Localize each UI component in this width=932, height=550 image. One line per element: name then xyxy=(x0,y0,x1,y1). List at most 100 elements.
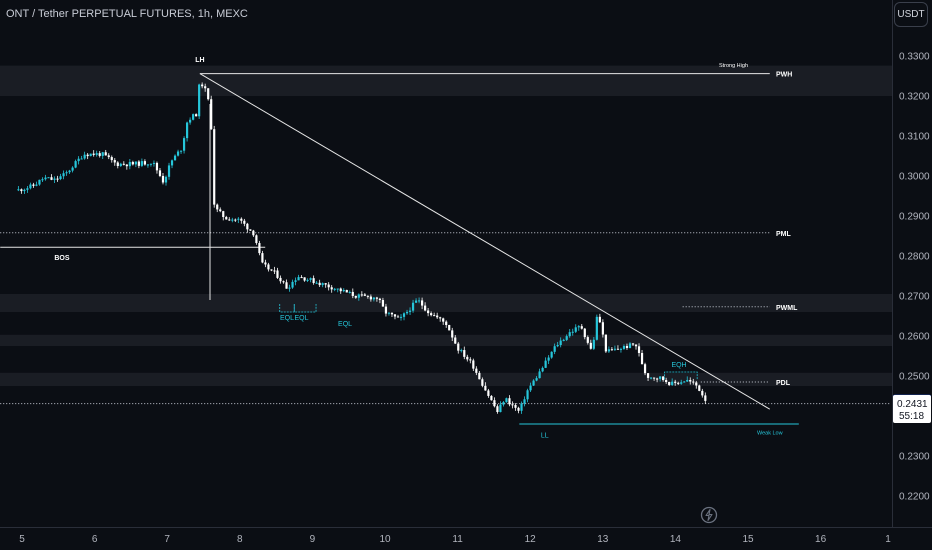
candle-body xyxy=(279,277,282,282)
candle-body xyxy=(342,289,345,292)
y-tick-label: 0.3200 xyxy=(899,92,930,103)
candle-body xyxy=(478,372,481,380)
candle-body xyxy=(167,165,171,177)
candle-body xyxy=(26,188,29,190)
candle-body xyxy=(414,300,418,303)
candle-body xyxy=(659,376,662,379)
candle-body xyxy=(152,162,156,164)
candle-body xyxy=(285,282,288,289)
candle-body xyxy=(472,360,475,369)
candle-body xyxy=(182,138,186,151)
x-tick-label: 7 xyxy=(164,534,170,545)
candle-body xyxy=(493,400,496,407)
y-tick-label: 0.3000 xyxy=(899,172,930,183)
candle-body xyxy=(333,288,336,290)
x-tick-label: 1 xyxy=(885,534,891,545)
candle-body xyxy=(463,350,466,357)
candle-body xyxy=(35,184,38,186)
candle-body xyxy=(176,151,180,156)
candle-body xyxy=(574,327,577,332)
price-zone xyxy=(0,294,892,312)
candle-body xyxy=(360,294,363,296)
eqh-bracket xyxy=(664,371,698,380)
candle-body xyxy=(216,204,219,210)
candle-body xyxy=(219,209,222,212)
candle-body xyxy=(92,153,95,155)
candle-body xyxy=(297,277,300,281)
candle-body xyxy=(161,175,165,183)
candle-body xyxy=(261,253,264,263)
candle-body xyxy=(375,297,379,299)
candle-body xyxy=(598,316,601,323)
candle-body xyxy=(77,158,80,162)
candle-body xyxy=(538,371,541,379)
candle-body xyxy=(207,88,210,100)
candle-body xyxy=(366,295,369,297)
candle-body xyxy=(300,277,303,279)
candle-body xyxy=(104,152,107,156)
candle-body xyxy=(466,356,469,360)
candle-body xyxy=(267,264,270,270)
candle-body xyxy=(378,298,382,301)
candle-body xyxy=(276,270,279,278)
candle-body xyxy=(568,332,571,337)
candle-body xyxy=(20,189,23,192)
candle-body xyxy=(291,281,294,288)
candle-body xyxy=(451,330,454,338)
candle-body xyxy=(514,405,517,408)
candle-body xyxy=(44,177,47,180)
candle-body xyxy=(306,279,309,281)
candle-body xyxy=(592,339,595,349)
candle-body xyxy=(448,325,451,331)
candle-body xyxy=(110,157,113,161)
candle-body xyxy=(508,398,511,405)
candle-body xyxy=(511,404,514,406)
x-tick-label: 8 xyxy=(237,534,243,545)
candle-body xyxy=(149,163,153,165)
currency-button[interactable]: USDT xyxy=(894,2,928,27)
candle-body xyxy=(237,218,240,220)
candle-body xyxy=(113,160,116,163)
candle-body xyxy=(680,382,683,384)
candle-body xyxy=(490,395,493,401)
candle-body xyxy=(556,344,559,347)
candle-body xyxy=(586,337,589,343)
candle-body xyxy=(170,160,174,166)
candle-body xyxy=(270,269,273,271)
candle-body xyxy=(140,161,143,166)
candle-body xyxy=(496,406,499,413)
candle-body xyxy=(637,346,641,353)
candle-body xyxy=(348,291,351,293)
candle-body xyxy=(677,382,680,384)
candle-body xyxy=(372,297,375,300)
chart-annotation: EQL xyxy=(338,321,352,328)
candle-body xyxy=(125,164,128,167)
candle-body xyxy=(225,217,228,220)
y-tick-label: 0.2300 xyxy=(899,452,930,463)
level-label: PWML xyxy=(776,305,798,312)
candle-body xyxy=(255,235,258,244)
candle-body xyxy=(252,230,255,236)
candle-body xyxy=(613,348,617,350)
candle-body xyxy=(399,316,403,318)
candle-body xyxy=(460,350,463,352)
candle-body xyxy=(502,402,505,405)
candle-body xyxy=(363,294,366,296)
candle-body xyxy=(354,295,357,298)
candle-body xyxy=(231,219,234,221)
chart-annotation: EQL xyxy=(295,315,309,322)
candle-body xyxy=(303,277,306,281)
candle-body xyxy=(38,179,41,185)
candle-body xyxy=(526,390,529,400)
candle-body xyxy=(116,162,119,167)
level-label: PML xyxy=(776,231,792,238)
chart-annotation: LH xyxy=(195,57,204,64)
price-zone xyxy=(0,334,892,346)
lightning-icon[interactable] xyxy=(700,506,718,529)
candle-body xyxy=(288,287,291,289)
candle-body xyxy=(695,382,698,386)
candle-body xyxy=(29,184,32,189)
candle-body xyxy=(273,270,276,272)
chart-annotation: EQH xyxy=(671,362,686,369)
